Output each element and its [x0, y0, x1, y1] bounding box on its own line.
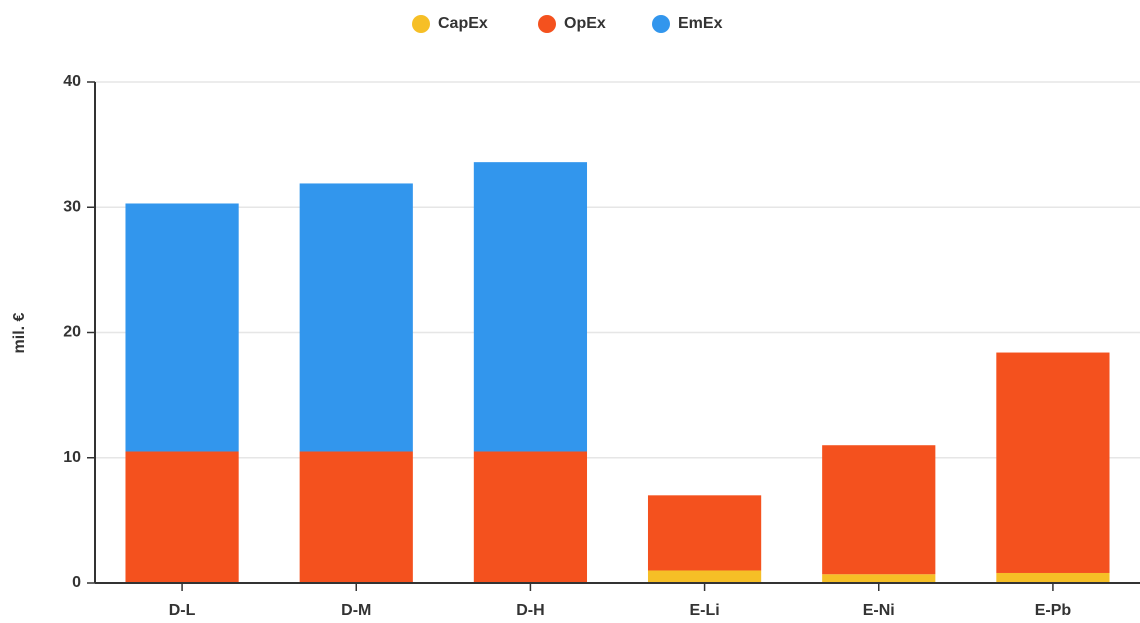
- bar-segment: [473, 451, 588, 583]
- legend-label: EmEx: [678, 15, 723, 32]
- y-tick-label: 0: [72, 574, 81, 591]
- y-tick-label: 30: [63, 198, 81, 215]
- legend-label: CapEx: [438, 15, 488, 32]
- legend-marker: [538, 15, 556, 33]
- legend-marker: [652, 15, 670, 33]
- y-tick-label: 40: [63, 73, 81, 90]
- x-tick-label: D-M: [341, 602, 371, 619]
- bar-segment: [822, 574, 936, 583]
- y-tick-label: 10: [63, 449, 81, 466]
- x-tick-label: D-L: [169, 602, 196, 619]
- bar-segment: [125, 203, 239, 452]
- bar-segment: [647, 495, 762, 571]
- bar-segment: [473, 162, 588, 452]
- bar-segment: [299, 451, 413, 583]
- legend-label: OpEx: [564, 15, 606, 32]
- x-tick-label: D-H: [516, 602, 544, 619]
- bar-segment: [822, 445, 936, 575]
- bar-segment: [647, 570, 762, 583]
- x-tick-label: E-Ni: [863, 602, 895, 619]
- legend-marker: [412, 15, 430, 33]
- bar-segment: [996, 572, 1110, 583]
- y-tick-label: 20: [63, 324, 81, 341]
- bar-segment: [125, 451, 239, 583]
- y-axis-title: mil. €: [11, 312, 28, 353]
- x-tick-label: E-Li: [689, 602, 719, 619]
- bar-segment: [996, 352, 1110, 573]
- bar-segment: [299, 183, 413, 452]
- x-tick-label: E-Pb: [1035, 602, 1072, 619]
